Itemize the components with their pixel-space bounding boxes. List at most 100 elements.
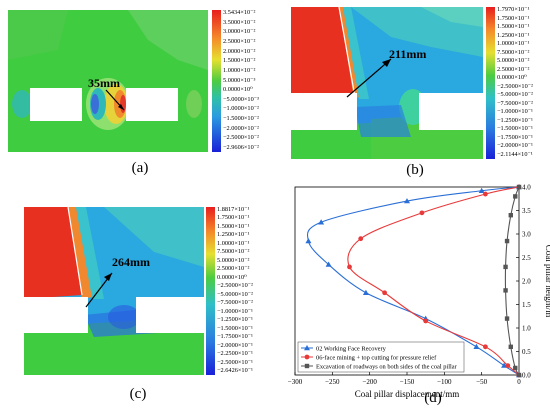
colorbar-label-b-12: −1.0000×10⁻¹ (497, 108, 533, 116)
series-2-point-0 (516, 372, 522, 378)
annotation-c: 264mm (112, 255, 150, 269)
colorbar-label-a-3: 2.5000×10⁻² (223, 37, 256, 45)
colorbar-label-c-14: −1.5000×10⁻¹ (217, 324, 253, 332)
colorbar-label-c-11: −7.5000×10⁻² (217, 299, 253, 307)
colorbar-label-b-7: 2.5000×10⁻² (497, 65, 530, 73)
series-2-point-9 (516, 184, 522, 190)
colorbar-label-a-2: 3.0000×10⁻² (223, 28, 256, 36)
colorbar-label-b-11: −7.5000×10⁻² (497, 99, 533, 107)
caption-b: (b) (406, 162, 424, 178)
x-tick-label: −300 (288, 378, 303, 386)
contour-plot-c: 264mm (24, 207, 204, 375)
annotation-b: 211mm (389, 47, 427, 61)
series-2-point-8 (513, 194, 518, 199)
colorbar-label-b-0: 1.7970×10⁻¹ (497, 6, 530, 13)
colorbar-label-b-2: 1.5000×10⁻¹ (497, 23, 530, 31)
colorbar-label-b-6: 5.0000×10⁻² (497, 57, 530, 65)
roadway-left-b (291, 93, 357, 130)
roadway-left-a (30, 88, 82, 121)
series-2-point-1 (513, 365, 518, 371)
legend-marker-2 (304, 363, 310, 369)
colorbar-label-b-5: 7.5000×10⁻² (497, 48, 530, 56)
colorbar-label-c-0: 1.8817×10⁻¹ (217, 206, 250, 213)
y-tick-label: 1.5 (522, 301, 531, 309)
series-1-point-6 (358, 236, 364, 242)
contour-field-b (291, 7, 483, 159)
series-line-1 (347, 186, 520, 376)
contour-plot-a: 35mm (8, 10, 208, 152)
y-tick-label: 0.5 (522, 348, 531, 356)
x-axis-label: Coal pillar displacement/mm (355, 389, 459, 399)
series-2-point-6 (504, 238, 510, 244)
x-tick-label: −200 (362, 378, 377, 386)
legend-label-0: 02 Working Face Recovery (316, 346, 387, 353)
colorbar-c (206, 207, 215, 375)
colorbar-label-c-4: 1.0000×10⁻¹ (217, 239, 250, 247)
colorbar-label-c-9: −2.5000×10⁻² (217, 282, 253, 290)
y-axis-label: Coal pillar height/m (544, 245, 550, 318)
caption-d: (d) (424, 390, 442, 406)
series-2-point-3 (504, 316, 510, 321)
series-line-2 (504, 186, 520, 376)
colorbar-labels-b: 1.7970×10⁻¹ 1.7500×10⁻¹ 1.5000×10⁻¹ 1.2500×… (497, 6, 550, 159)
y-tick-label: 2.5 (522, 254, 531, 262)
legend-box (297, 341, 465, 373)
caption-c: (c) (129, 386, 147, 402)
y-tick-label: 3.5 (522, 207, 531, 215)
colorbar-label-b-4: 1.0000×10⁻¹ (497, 40, 530, 48)
legend-label-1: 06-face mining + top cutting for pressur… (316, 355, 437, 362)
x-tick-label: 0 (517, 378, 521, 386)
panel-c: 264mm 1.8817×10⁻¹ 1.7500×10⁻¹ 1.5000×10⁻¹ 1… (0, 195, 275, 414)
series-0-point-1 (501, 362, 508, 368)
colorbar-label-c-8: 0.0000×10⁰ (217, 273, 247, 281)
contour-field-a (8, 10, 208, 152)
y-tick-label: 1.0 (522, 325, 531, 333)
colorbar-label-c-12: −1.0000×10⁻¹ (217, 307, 253, 315)
series-1-point-7 (419, 210, 425, 216)
legend-label-2: Excavation of roadways on both sides of … (316, 364, 458, 371)
colorbar-label-b-9: −2.5000×10⁻² (497, 82, 533, 90)
series-2-point-7 (508, 213, 513, 218)
roadway-right-c (136, 297, 204, 333)
series-0-point-9 (478, 187, 485, 193)
x-tick-label: −150 (400, 378, 415, 386)
series-0-point-4 (362, 289, 369, 295)
colorbar-label-c-7: 2.5000×10⁻² (217, 265, 250, 273)
colorbar-label-b-13: −1.2500×10⁻¹ (497, 116, 533, 124)
series-0-point-7 (318, 219, 325, 225)
colorbar-b (486, 7, 495, 159)
x-tick-label: −100 (437, 378, 452, 386)
roadway-right-b (419, 93, 483, 130)
y-tick-label: 0.0 (522, 372, 531, 380)
series-1-point-1 (505, 363, 511, 368)
colorbar-a (212, 10, 221, 152)
series-0-point-8 (404, 198, 410, 204)
colorbar-label-a-5: 1.5000×10⁻² (223, 57, 256, 65)
colorbar-label-c-17: −2.2500×10⁻¹ (217, 350, 253, 358)
colorbar-label-c-5: 7.5000×10⁻² (217, 248, 250, 256)
colorbar-label-b-14: −1.5000×10⁻¹ (497, 125, 533, 133)
colorbar-labels-c: 1.8817×10⁻¹ 1.7500×10⁻¹ 1.5000×10⁻¹ 1.2500×… (217, 206, 275, 375)
legend-marker-0 (304, 345, 310, 351)
colorbar-label-a-6: 1.0000×10⁻² (223, 66, 256, 74)
legend-marker-1 (304, 354, 310, 360)
series-1-point-4 (382, 290, 387, 296)
chart-d: −300 −250 −200 −150 −100 −50 00.0 0.5 1.0 1.5 2.0 2… (288, 184, 550, 400)
series-1-point-3 (423, 318, 429, 324)
series-0-point-6 (305, 238, 312, 244)
colorbar-label-c-19: −2.6426×10⁻¹ (217, 367, 253, 374)
series-2-point-2 (508, 344, 513, 349)
colorbar-label-c-13: −1.2500×10⁻¹ (217, 316, 253, 324)
panel-b: 211mm 1.7970×10⁻¹ 1.7500×10⁻¹ 1.5000×10⁻¹ 1… (275, 0, 550, 185)
series-1-point-8 (483, 191, 488, 197)
colorbar-label-b-10: −5.0000×10⁻² (497, 91, 533, 99)
series-1-point-2 (483, 344, 488, 350)
colorbar-label-a-0: 3.5434×10⁻² (223, 9, 256, 16)
colorbar-label-c-2: 1.5000×10⁻¹ (217, 222, 250, 230)
colorbar-label-c-1: 1.7500×10⁻¹ (217, 214, 250, 222)
colorbar-label-b-3: 1.2500×10⁻¹ (497, 31, 530, 39)
colorbar-label-b-15: −1.7500×10⁻¹ (497, 133, 533, 141)
colorbar-label-c-18: −2.5000×10⁻¹ (217, 358, 253, 366)
x-tick-label: −50 (476, 378, 487, 386)
colorbar-label-a-1: 3.5000×10⁻² (223, 18, 256, 26)
